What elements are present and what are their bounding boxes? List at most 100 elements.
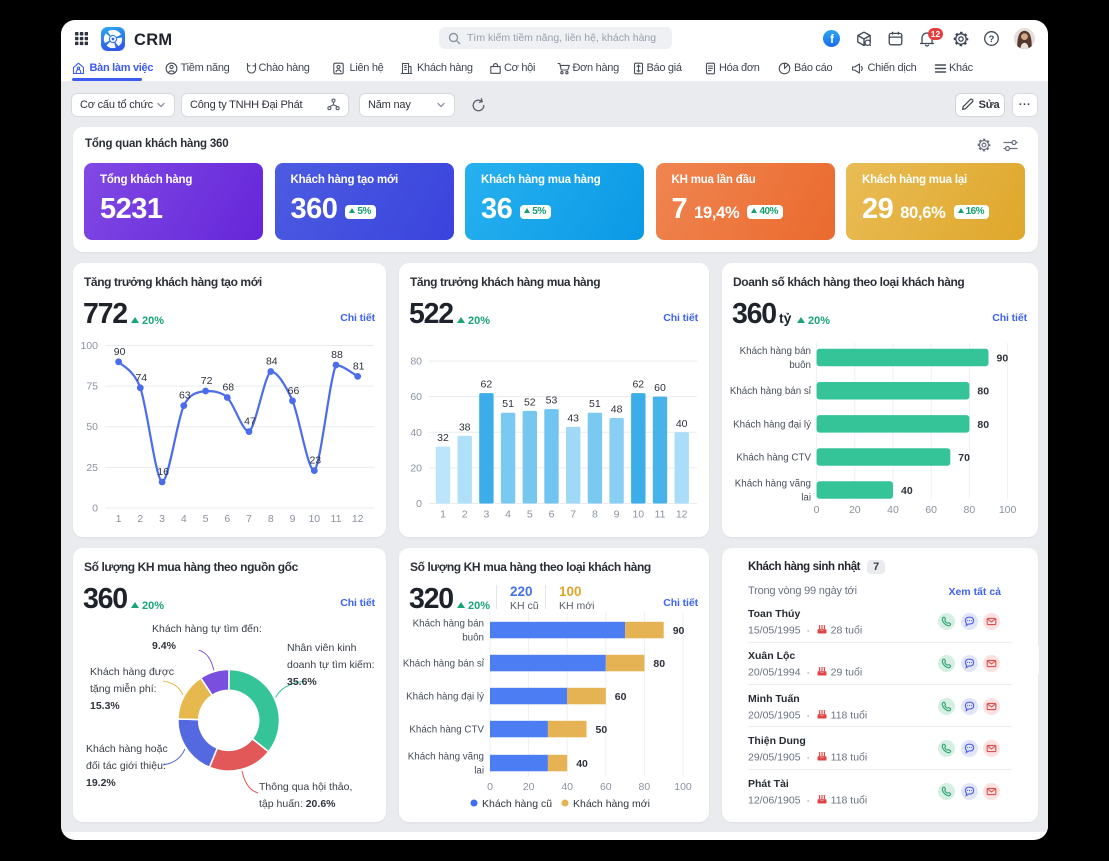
svg-text:32: 32 bbox=[437, 432, 449, 444]
svg-text:Khách hàng CTV: Khách hàng CTV bbox=[409, 725, 484, 736]
svg-text:100: 100 bbox=[80, 340, 98, 352]
svg-text:80: 80 bbox=[977, 419, 989, 431]
svg-text:lai: lai bbox=[801, 493, 811, 504]
svg-text:52: 52 bbox=[524, 396, 536, 408]
svg-text:4: 4 bbox=[181, 513, 187, 525]
svg-text:51: 51 bbox=[589, 398, 601, 410]
svg-text:9: 9 bbox=[614, 509, 620, 521]
svg-text:90: 90 bbox=[114, 346, 126, 358]
svg-text:60: 60 bbox=[925, 504, 937, 516]
svg-text:2: 2 bbox=[137, 513, 143, 525]
svg-text:60: 60 bbox=[410, 391, 422, 403]
svg-text:40: 40 bbox=[887, 504, 899, 516]
svg-text:9: 9 bbox=[290, 513, 296, 525]
svg-text:?: ? bbox=[989, 34, 995, 45]
svg-text:20: 20 bbox=[410, 462, 422, 474]
svg-text:48: 48 bbox=[611, 404, 623, 416]
svg-text:9.4%: 9.4% bbox=[152, 640, 177, 652]
svg-text:40: 40 bbox=[676, 418, 688, 430]
svg-text:0: 0 bbox=[487, 781, 493, 793]
svg-text:lai: lai bbox=[474, 766, 484, 777]
svg-text:63: 63 bbox=[179, 390, 191, 402]
svg-text:19.2%: 19.2% bbox=[86, 777, 116, 789]
svg-text:8: 8 bbox=[592, 509, 598, 521]
svg-text:12: 12 bbox=[352, 513, 364, 525]
svg-text:10: 10 bbox=[632, 509, 644, 521]
svg-text:68: 68 bbox=[222, 382, 234, 394]
svg-text:1: 1 bbox=[440, 509, 446, 521]
svg-text:40: 40 bbox=[901, 485, 913, 497]
svg-text:5: 5 bbox=[203, 513, 209, 525]
svg-text:4: 4 bbox=[505, 509, 511, 521]
svg-text:7: 7 bbox=[246, 513, 252, 525]
svg-text:Khách hàng bán sỉ: Khách hàng bán sỉ bbox=[730, 386, 812, 397]
svg-text:Khách hàng đại lý: Khách hàng đại lý bbox=[733, 419, 811, 430]
svg-text:53: 53 bbox=[546, 395, 558, 407]
svg-text:16: 16 bbox=[157, 466, 169, 478]
svg-text:74: 74 bbox=[135, 372, 147, 384]
svg-text:88: 88 bbox=[331, 349, 343, 361]
svg-text:40: 40 bbox=[561, 781, 573, 793]
svg-text:8: 8 bbox=[268, 513, 274, 525]
svg-text:Thông qua hội thảo,: Thông qua hội thảo, bbox=[259, 781, 352, 793]
svg-text:66: 66 bbox=[288, 385, 300, 397]
svg-text:0: 0 bbox=[814, 504, 820, 516]
svg-text:90: 90 bbox=[997, 353, 1009, 365]
svg-text:3: 3 bbox=[483, 509, 489, 521]
svg-text:Khách hàng được: Khách hàng được bbox=[90, 666, 174, 678]
svg-text:buôn: buôn bbox=[462, 633, 484, 644]
svg-text:75: 75 bbox=[86, 381, 98, 393]
svg-text:100: 100 bbox=[674, 781, 692, 793]
svg-text:50: 50 bbox=[86, 421, 98, 433]
svg-text:51: 51 bbox=[502, 398, 514, 410]
svg-text:Khách hàng vãng: Khách hàng vãng bbox=[735, 479, 811, 490]
svg-text:62: 62 bbox=[481, 379, 493, 391]
svg-text:72: 72 bbox=[201, 375, 213, 387]
svg-text:tặng miễn phí:: tặng miễn phí: bbox=[90, 682, 157, 695]
svg-text:5: 5 bbox=[527, 509, 533, 521]
svg-text:0: 0 bbox=[92, 503, 98, 515]
svg-text:1: 1 bbox=[116, 513, 122, 525]
svg-text:80: 80 bbox=[410, 356, 422, 368]
svg-text:80: 80 bbox=[977, 386, 989, 398]
svg-text:50: 50 bbox=[596, 724, 608, 736]
svg-text:f: f bbox=[830, 34, 834, 46]
svg-text:doanh tự tìm kiếm:: doanh tự tìm kiếm: bbox=[287, 659, 375, 671]
svg-text:60: 60 bbox=[600, 781, 612, 793]
svg-text:11: 11 bbox=[655, 509, 666, 521]
svg-text:Nhân viên kinh: Nhân viên kinh bbox=[287, 642, 357, 654]
svg-text:47: 47 bbox=[244, 416, 256, 428]
svg-text:0: 0 bbox=[416, 498, 422, 510]
svg-text:Khách hàng vãng: Khách hàng vãng bbox=[408, 752, 484, 763]
svg-text:6: 6 bbox=[224, 513, 230, 525]
svg-text:60: 60 bbox=[615, 691, 627, 703]
svg-text:6: 6 bbox=[549, 509, 555, 521]
svg-text:Khách hàng tự tìm đến:: Khách hàng tự tìm đến: bbox=[152, 623, 262, 635]
svg-text:Khách hàng bán: Khách hàng bán bbox=[740, 346, 811, 357]
svg-text:Khách hàng hoặc: Khách hàng hoặc bbox=[86, 743, 168, 755]
svg-text:20: 20 bbox=[849, 504, 861, 516]
svg-text:100: 100 bbox=[999, 504, 1017, 516]
svg-text:Khách hàng bán sỉ: Khách hàng bán sỉ bbox=[403, 659, 485, 670]
svg-text:80: 80 bbox=[653, 658, 665, 670]
svg-text:81: 81 bbox=[353, 360, 365, 372]
svg-text:2: 2 bbox=[462, 509, 468, 521]
svg-text:90: 90 bbox=[673, 625, 685, 637]
svg-text:12: 12 bbox=[676, 509, 688, 521]
svg-text:62: 62 bbox=[632, 379, 644, 391]
svg-text:3: 3 bbox=[159, 513, 165, 525]
svg-text:Khách hàng mới: Khách hàng mới bbox=[573, 798, 650, 810]
svg-text:20: 20 bbox=[523, 781, 535, 793]
svg-text:7: 7 bbox=[570, 509, 576, 521]
svg-text:70: 70 bbox=[958, 452, 970, 464]
svg-text:Khách hàng cũ: Khách hàng cũ bbox=[482, 798, 552, 810]
svg-text:40: 40 bbox=[576, 758, 588, 770]
svg-text:84: 84 bbox=[266, 356, 278, 368]
svg-text:80: 80 bbox=[639, 781, 651, 793]
svg-text:35.6%: 35.6% bbox=[287, 676, 317, 688]
svg-text:60: 60 bbox=[654, 382, 666, 394]
svg-text:Khách hàng đại lý: Khách hàng đại lý bbox=[406, 692, 484, 703]
svg-text:25: 25 bbox=[86, 462, 98, 474]
svg-text:10: 10 bbox=[308, 513, 320, 525]
svg-text:đối tác giới thiệu:: đối tác giới thiệu: bbox=[86, 760, 166, 772]
